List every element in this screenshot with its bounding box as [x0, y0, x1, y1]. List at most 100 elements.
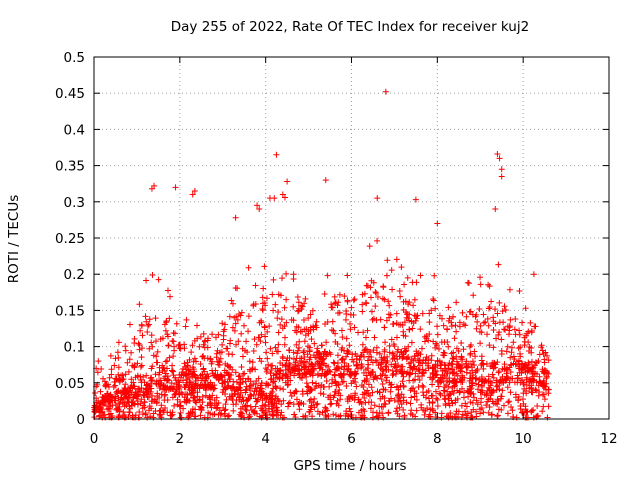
data-point	[470, 292, 477, 299]
data-point	[348, 304, 355, 311]
data-point	[494, 151, 501, 158]
data-point	[526, 347, 533, 354]
data-point	[507, 316, 514, 323]
data-point	[296, 344, 303, 351]
data-point	[512, 316, 519, 323]
data-point	[545, 386, 552, 393]
data-point	[412, 413, 419, 420]
data-point	[394, 410, 401, 417]
data-point	[222, 321, 229, 328]
data-point	[173, 381, 180, 388]
data-point	[490, 326, 497, 333]
data-point	[237, 409, 244, 416]
data-point	[191, 371, 198, 378]
data-point	[425, 355, 432, 362]
data-point	[258, 319, 265, 326]
data-point	[313, 349, 320, 356]
data-point	[456, 319, 463, 326]
data-point	[242, 402, 249, 409]
data-point	[415, 359, 422, 366]
data-point	[331, 360, 338, 367]
data-point	[528, 407, 535, 414]
data-point	[465, 393, 472, 400]
data-point	[138, 362, 145, 369]
data-point	[107, 352, 114, 359]
data-point	[223, 396, 230, 403]
data-point	[344, 412, 351, 419]
data-point	[422, 359, 429, 366]
data-point	[283, 270, 290, 277]
data-point	[285, 360, 292, 367]
data-point	[381, 348, 388, 355]
data-point	[115, 339, 122, 346]
data-point	[401, 281, 408, 288]
data-point	[107, 392, 114, 399]
data-point	[245, 328, 252, 335]
data-point	[428, 307, 435, 314]
data-point	[158, 402, 165, 409]
data-point	[207, 400, 214, 407]
data-point	[385, 397, 392, 404]
data-point	[238, 330, 245, 337]
data-point	[124, 359, 131, 366]
data-point	[242, 347, 249, 354]
data-point	[449, 355, 456, 362]
data-point	[217, 411, 224, 418]
x-tick-label: 6	[347, 431, 356, 447]
data-point	[201, 368, 208, 375]
data-point	[480, 409, 487, 416]
data-point	[494, 412, 501, 419]
data-point	[372, 357, 379, 364]
data-point	[262, 339, 269, 346]
data-point	[430, 338, 437, 345]
data-point	[420, 356, 427, 363]
data-point	[183, 391, 190, 398]
data-point	[362, 299, 369, 306]
data-point	[341, 293, 348, 300]
data-point	[431, 272, 438, 279]
data-point	[364, 327, 371, 334]
data-point	[111, 362, 118, 369]
data-point	[292, 387, 299, 394]
data-point	[310, 365, 317, 372]
data-point	[458, 362, 465, 369]
data-point	[530, 364, 537, 371]
data-point	[235, 338, 242, 345]
data-point	[281, 341, 288, 348]
data-point	[136, 385, 143, 392]
data-point	[526, 385, 533, 392]
data-point	[465, 280, 472, 287]
data-point	[469, 399, 476, 406]
data-point	[387, 388, 394, 395]
data-point	[327, 351, 334, 358]
data-point	[112, 382, 119, 389]
data-point	[333, 365, 340, 372]
data-point	[515, 397, 522, 404]
data-point	[207, 401, 214, 408]
data-point	[374, 195, 381, 202]
data-point	[229, 351, 236, 358]
data-point	[364, 387, 371, 394]
data-point	[291, 411, 298, 418]
data-point	[485, 409, 492, 416]
data-point	[267, 345, 274, 352]
data-point	[232, 320, 239, 327]
data-point	[396, 287, 403, 294]
data-point	[186, 412, 193, 419]
data-point	[361, 414, 368, 421]
data-point	[238, 398, 245, 405]
data-point	[323, 353, 330, 360]
data-point	[168, 380, 175, 387]
data-point	[256, 206, 263, 213]
data-point	[262, 302, 269, 309]
data-point	[441, 384, 448, 391]
data-point	[136, 301, 143, 308]
data-point	[378, 376, 385, 383]
data-point	[223, 384, 230, 391]
data-point	[162, 358, 169, 365]
data-point	[230, 401, 237, 408]
data-point	[138, 354, 145, 361]
data-point	[123, 393, 130, 400]
data-point	[410, 302, 417, 309]
data-point	[351, 296, 358, 303]
